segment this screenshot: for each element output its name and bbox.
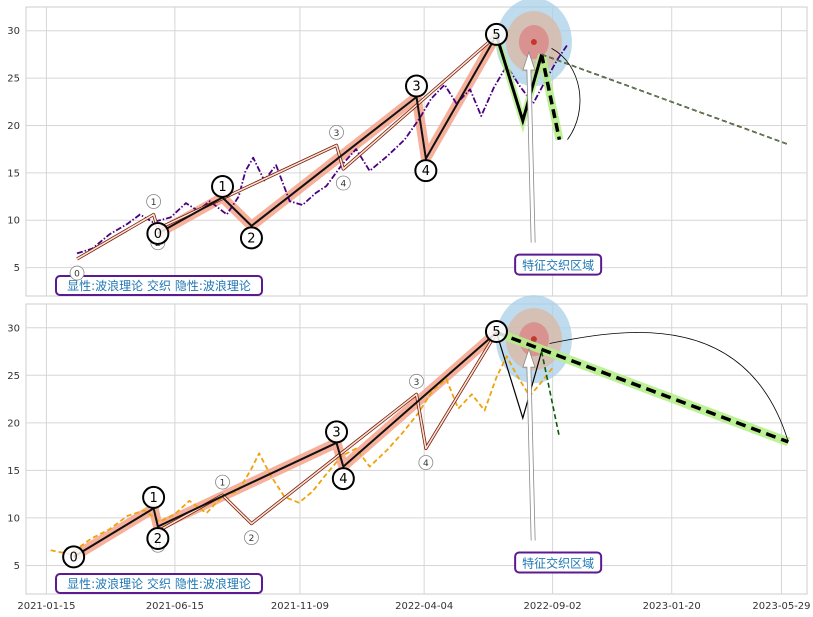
y-tick-label: 20: [7, 121, 20, 132]
primary-wave-label: 0: [154, 227, 162, 242]
secondary-wave-label: 1: [151, 198, 157, 208]
primary-wave-line: [157, 34, 498, 235]
projection-abc-dashed: [540, 351, 561, 438]
y-tick-label: 30: [7, 323, 20, 334]
primary-wave-marker: [325, 420, 349, 444]
secondary-wave-label: 1: [220, 479, 226, 489]
y-tick-label: 10: [7, 513, 20, 524]
x-tick-label: 2022-04-04: [395, 601, 453, 612]
y-tick-label: 5: [14, 561, 20, 572]
primary-wave-line: [73, 331, 498, 558]
secondary-wave-marker: [409, 373, 424, 389]
secondary-wave-label: 2: [249, 534, 255, 544]
primary-wave-label: 2: [154, 532, 162, 547]
secondary-wave-marker: [146, 194, 162, 209]
legend-box: [55, 573, 263, 594]
primary-wave-label: 1: [149, 491, 157, 506]
annotation-label: 特征交织区域: [522, 258, 594, 273]
annotation-label: 特征交织区域: [522, 555, 594, 570]
primary-wave-marker: [484, 22, 508, 46]
price-series-line: [76, 43, 569, 255]
primary-wave-marker: [142, 485, 166, 509]
primary-wave-marker: [405, 74, 428, 98]
primary-wave-label: 0: [70, 550, 78, 565]
x-tick-label: 2021-11-09: [271, 601, 329, 612]
legend-label: 显性:波浪理论 交织 隐性:波浪理论: [67, 278, 251, 293]
shared-x-axis: 2021-01-15 2021-06-15 2021-11-09 2022-04-04…: [17, 601, 810, 612]
primary-wave-marker: [146, 221, 170, 245]
secondary-wave-label: 0: [74, 270, 80, 280]
primary-wave-marker: [331, 467, 355, 491]
projection-abc-line: [495, 34, 544, 126]
secondary-wave-label: 3: [334, 129, 340, 139]
secondary-wave-marker: [69, 265, 85, 281]
y-tick-label: 10: [7, 216, 20, 227]
y-tick-label: 15: [7, 168, 20, 179]
secondary-wave-marker: [335, 175, 351, 191]
x-tick-label: 2022-09-02: [524, 601, 582, 612]
secondary-wave-label: 4: [423, 459, 429, 469]
legend-label: 显性:波浪理论 交织 隐性:波浪理论: [67, 576, 251, 591]
y-tick-label: 25: [7, 371, 20, 382]
focus-point-marker: [530, 39, 537, 46]
primary-wave-label: 1: [218, 180, 226, 195]
primary-wave-marker: [211, 174, 235, 198]
primary-wave-label: 5: [492, 28, 500, 43]
focus-point-marker: [530, 336, 537, 343]
secondary-wave-label: 4: [340, 180, 346, 190]
secondary-wave-marker: [418, 455, 434, 470]
primary-wave-label: 3: [412, 80, 420, 95]
y-tick-label: 25: [7, 74, 20, 85]
secondary-wave-marker: [329, 124, 344, 140]
primary-wave-label: 5: [492, 325, 500, 340]
secondary-wave-marker: [215, 474, 230, 490]
y-tick-label: 30: [7, 26, 20, 37]
primary-wave-label: 3: [332, 425, 340, 440]
annotation-arrow: [522, 50, 536, 243]
annotation-box: [514, 253, 603, 276]
annotation-box: [514, 551, 603, 574]
projection-abc-dashed: [539, 54, 562, 141]
x-tick-label: 2021-01-15: [17, 601, 75, 612]
primary-wave-marker: [62, 545, 86, 569]
y-tick-label: 15: [7, 466, 20, 477]
projection-arc: [551, 48, 581, 140]
secondary-wave-marker: [244, 530, 259, 546]
y-tick-label: 5: [14, 263, 20, 274]
plot-area: [25, 303, 808, 595]
x-tick-label: 2023-01-20: [643, 601, 701, 612]
secondary-wave-label: 3: [414, 378, 420, 388]
y-tick-label: 20: [7, 418, 20, 429]
projection-forecast-line: [495, 330, 789, 444]
legend-box: [55, 275, 263, 296]
primary-wave-marker: [414, 159, 438, 183]
projection-arc: [549, 332, 789, 442]
x-tick-label: 2021-06-15: [146, 601, 204, 612]
x-tick-label: 2023-05-29: [752, 601, 810, 612]
primary-wave-marker: [239, 226, 263, 250]
primary-wave-label: 4: [339, 472, 347, 487]
secondary-wave-line: [76, 34, 498, 260]
projection-forecast-glow: [541, 53, 789, 145]
primary-wave-marker: [146, 526, 170, 550]
primary-wave-label: 2: [247, 231, 255, 246]
projection-abc-line: [495, 332, 543, 421]
plot-area: [25, 6, 808, 297]
primary-wave-marker: [484, 320, 508, 344]
annotation-arrow: [522, 347, 536, 541]
primary-wave-label: 4: [422, 164, 430, 179]
